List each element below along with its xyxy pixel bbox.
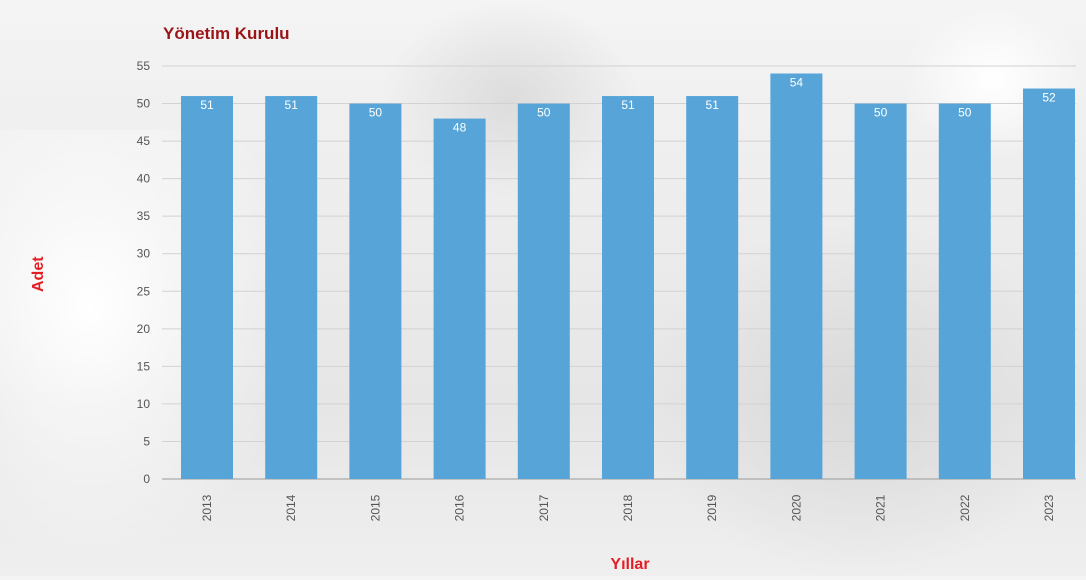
bar-2017 — [517, 103, 570, 479]
x-tick-label: 2021 — [874, 494, 888, 521]
x-tick-label: 2018 — [621, 494, 635, 521]
y-tick-label: 50 — [137, 97, 151, 111]
data-label: 51 — [706, 98, 720, 112]
y-tick-label: 40 — [137, 172, 151, 186]
y-tick-label: 0 — [143, 472, 150, 486]
bar-2014 — [265, 96, 318, 479]
x-tick-label: 2022 — [958, 494, 972, 521]
data-label: 52 — [1042, 91, 1056, 105]
y-tick-label: 55 — [137, 59, 151, 73]
bar-2015 — [349, 103, 402, 479]
y-tick-label: 15 — [137, 359, 151, 373]
data-label: 50 — [874, 106, 888, 120]
data-label: 54 — [790, 76, 804, 90]
y-tick-label: 45 — [137, 134, 151, 148]
x-axis-label: Yıllar — [610, 556, 650, 573]
bar-2021 — [854, 103, 907, 479]
bar-2020 — [770, 73, 823, 479]
x-tick-label: 2017 — [537, 494, 551, 521]
bar-2013 — [181, 96, 233, 479]
bar-2016 — [433, 118, 486, 480]
bar-2019 — [686, 96, 739, 479]
y-tick-label: 35 — [137, 209, 151, 223]
y-tick-label: 20 — [137, 322, 151, 336]
y-tick-label: 30 — [137, 247, 151, 261]
x-tick-label: 2014 — [284, 494, 298, 521]
x-tick-label: 2013 — [200, 494, 214, 521]
x-tick-label: 2019 — [705, 494, 719, 521]
bar-2023 — [1023, 88, 1075, 479]
x-tick-label: 2015 — [368, 494, 382, 521]
data-label: 50 — [369, 106, 383, 120]
bar-2018 — [602, 96, 654, 479]
data-label: 51 — [200, 98, 214, 112]
y-tick-label: 5 — [143, 434, 150, 448]
data-label: 51 — [621, 98, 635, 112]
chart-title: Yönetim Kurulu — [163, 24, 290, 43]
x-tick-label: 2016 — [453, 494, 467, 521]
bar-2022 — [938, 103, 991, 479]
data-label: 50 — [958, 106, 972, 120]
data-label: 48 — [453, 121, 467, 135]
x-tick-label: 2020 — [789, 494, 803, 521]
x-tick-label: 2023 — [1042, 494, 1056, 521]
data-label: 51 — [285, 98, 299, 112]
y-tick-label: 25 — [137, 284, 151, 298]
data-label: 50 — [537, 106, 551, 120]
y-tick-label: 10 — [137, 397, 151, 411]
